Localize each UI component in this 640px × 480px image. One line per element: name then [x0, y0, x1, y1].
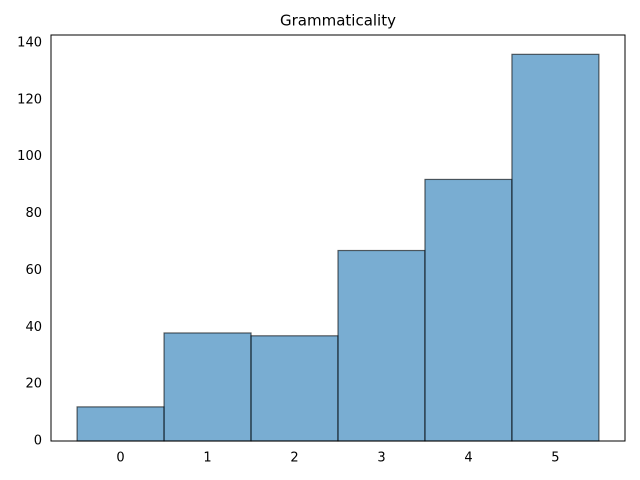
y-tick-label: 20: [25, 377, 42, 392]
y-tick-label: 40: [25, 320, 42, 335]
x-tick-label: 0: [116, 451, 124, 466]
bar: [163, 332, 252, 442]
bar: [511, 53, 600, 442]
plot-frame: [50, 34, 626, 442]
y-tick-label: 140: [17, 35, 42, 50]
y-tick-label: 100: [17, 149, 42, 164]
x-tick-label: 5: [551, 451, 559, 466]
x-tick-label: 2: [290, 451, 298, 466]
x-tick-label: 1: [203, 451, 211, 466]
bar: [337, 249, 426, 442]
bar: [250, 335, 339, 442]
y-tick-label: 60: [25, 263, 42, 278]
x-tick-label: 4: [464, 451, 472, 466]
y-tick-label: 80: [25, 206, 42, 221]
y-tick-label: 120: [17, 92, 42, 107]
chart-title: Grammaticality: [280, 12, 396, 30]
x-tick-label: 3: [377, 451, 385, 466]
bar: [424, 178, 513, 442]
y-tick-label: 0: [34, 434, 42, 449]
bar: [76, 406, 165, 442]
